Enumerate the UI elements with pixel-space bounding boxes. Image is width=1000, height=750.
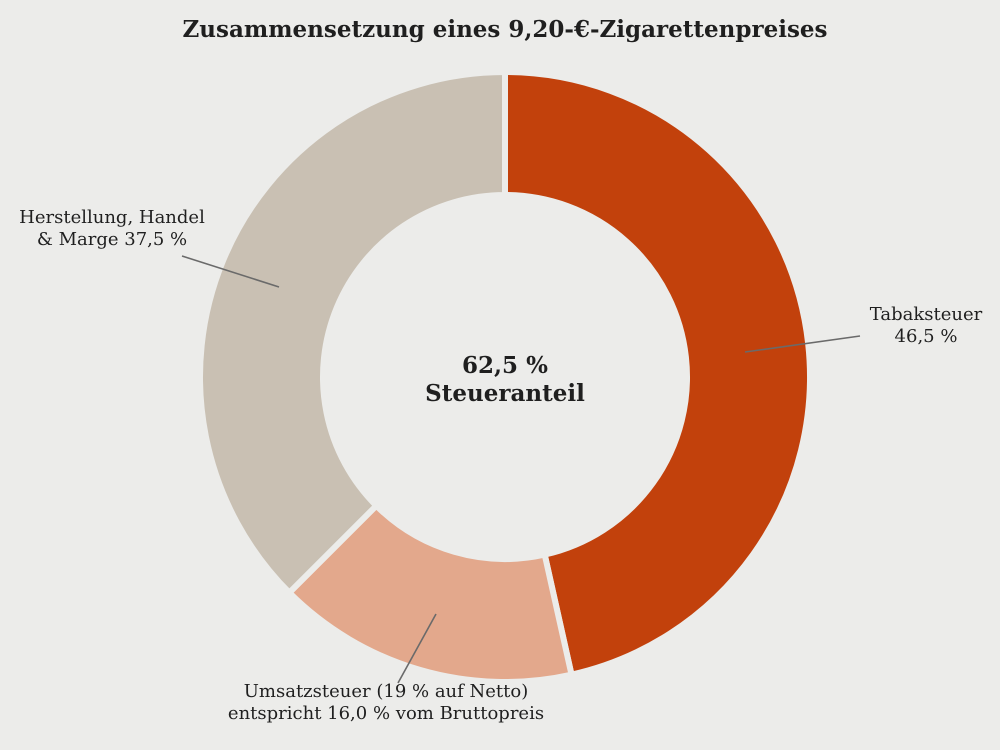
slice-tabaksteuer <box>502 68 813 679</box>
leader-line-herstellung <box>181 255 280 288</box>
chart-title: Zusammensetzung eines 9,20-€-Zigarettenp… <box>183 16 828 43</box>
slice-label-umsatzsteuer: Umsatzsteuer (19 % auf Netto) entspricht … <box>228 681 544 724</box>
slice-group <box>197 68 813 685</box>
slice-herstellung <box>197 68 508 597</box>
slice-label-herstellung: Herstellung, Handel & Marge 37,5 % <box>19 207 205 250</box>
slice-label-group: Tabaksteuer 46,5 % Umsatzsteuer (19 % auf … <box>19 207 982 724</box>
center-value: 62,5 % <box>462 352 548 379</box>
leader-line-group <box>181 255 861 684</box>
slice-label-line: 46,5 % <box>895 326 958 347</box>
slice-label-line: Umsatzsteuer (19 % auf Netto) <box>244 681 529 702</box>
center-caption: Steueranteil <box>425 380 585 407</box>
slice-label-tabaksteuer: Tabaksteuer 46,5 % <box>870 304 983 347</box>
slice-label-line: entspricht 16,0 % vom Bruttopreis <box>228 703 544 724</box>
leader-line-umsatzsteuer <box>397 613 437 684</box>
slice-umsatzsteuer <box>285 501 576 685</box>
slice-label-line: Herstellung, Handel <box>19 207 205 228</box>
leader-line-tabaksteuer <box>744 335 861 353</box>
slice-label-line: Tabaksteuer <box>870 304 983 325</box>
slice-label-line: & Marge 37,5 % <box>37 229 187 250</box>
